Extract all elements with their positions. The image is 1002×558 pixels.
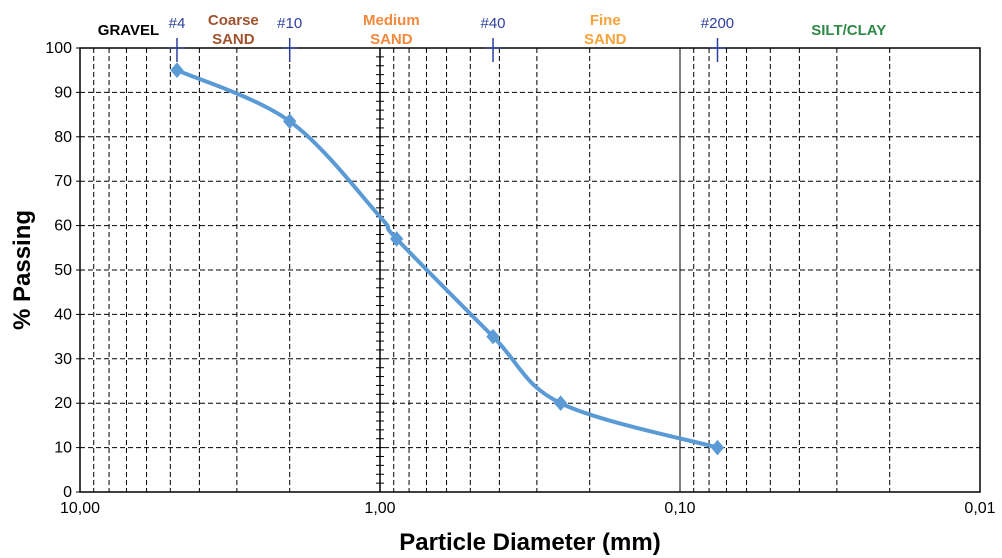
y-tick-label: 70 — [54, 173, 72, 190]
data-point-marker — [710, 439, 725, 456]
y-tick-label: 50 — [54, 262, 72, 279]
series-line — [174, 68, 720, 450]
data-point-marker — [283, 113, 297, 130]
y-tick-label: 90 — [54, 84, 72, 101]
y-tick-label: 20 — [54, 395, 72, 412]
soil-zone-labels: GRAVEL Coarse SAND Medium SAND Fine SAND SILT/C… — [98, 12, 886, 48]
zone-label-line: SAND — [584, 31, 627, 48]
zone-label-line: Fine — [590, 12, 621, 29]
zone-label-line: Coarse — [208, 12, 259, 29]
data-point-marker — [553, 395, 568, 411]
sieve-label: #10 — [277, 15, 302, 32]
zone-label: GRAVEL — [98, 22, 159, 39]
sieve-label: #200 — [701, 15, 734, 32]
sieve-markers: #4 #10 #40 #200 — [169, 15, 734, 62]
center-axis-ticks — [376, 47, 384, 493]
sieve-label: #4 — [169, 15, 186, 32]
grid-lines — [80, 48, 981, 492]
x-axis-title: Particle Diameter (mm) — [399, 529, 660, 556]
y-axis-title: % Passing — [9, 210, 36, 330]
x-tick-label: 0,01 — [964, 500, 995, 517]
zone-label-line: SAND — [370, 31, 413, 48]
zone-label-line: Medium — [363, 12, 420, 29]
x-axis-ticks: 10,00 1,00 0,10 0,01 — [60, 500, 996, 517]
x-tick-label: 10,00 — [60, 500, 100, 517]
zone-label-line: SAND — [212, 31, 255, 48]
zone-label: SILT/CLAY — [811, 22, 886, 39]
data-point-marker — [170, 62, 184, 78]
y-tick-label: 30 — [54, 351, 72, 368]
y-tick-label: 0 — [63, 484, 72, 501]
x-tick-label: 0,10 — [664, 500, 695, 517]
data-point-marker — [486, 328, 500, 345]
y-axis-ticks: 0 10 20 30 40 50 60 70 80 90 100 — [45, 40, 80, 501]
x-tick-label: 1,00 — [364, 500, 395, 517]
y-tick-label: 80 — [54, 129, 72, 146]
sieve-label: #40 — [481, 15, 506, 32]
y-tick-label: 100 — [45, 40, 72, 57]
y-tick-label: 60 — [54, 218, 72, 235]
data-point-marker — [389, 231, 404, 247]
y-tick-label: 10 — [54, 440, 72, 457]
y-tick-label: 40 — [54, 306, 72, 323]
series-layer — [170, 62, 725, 456]
